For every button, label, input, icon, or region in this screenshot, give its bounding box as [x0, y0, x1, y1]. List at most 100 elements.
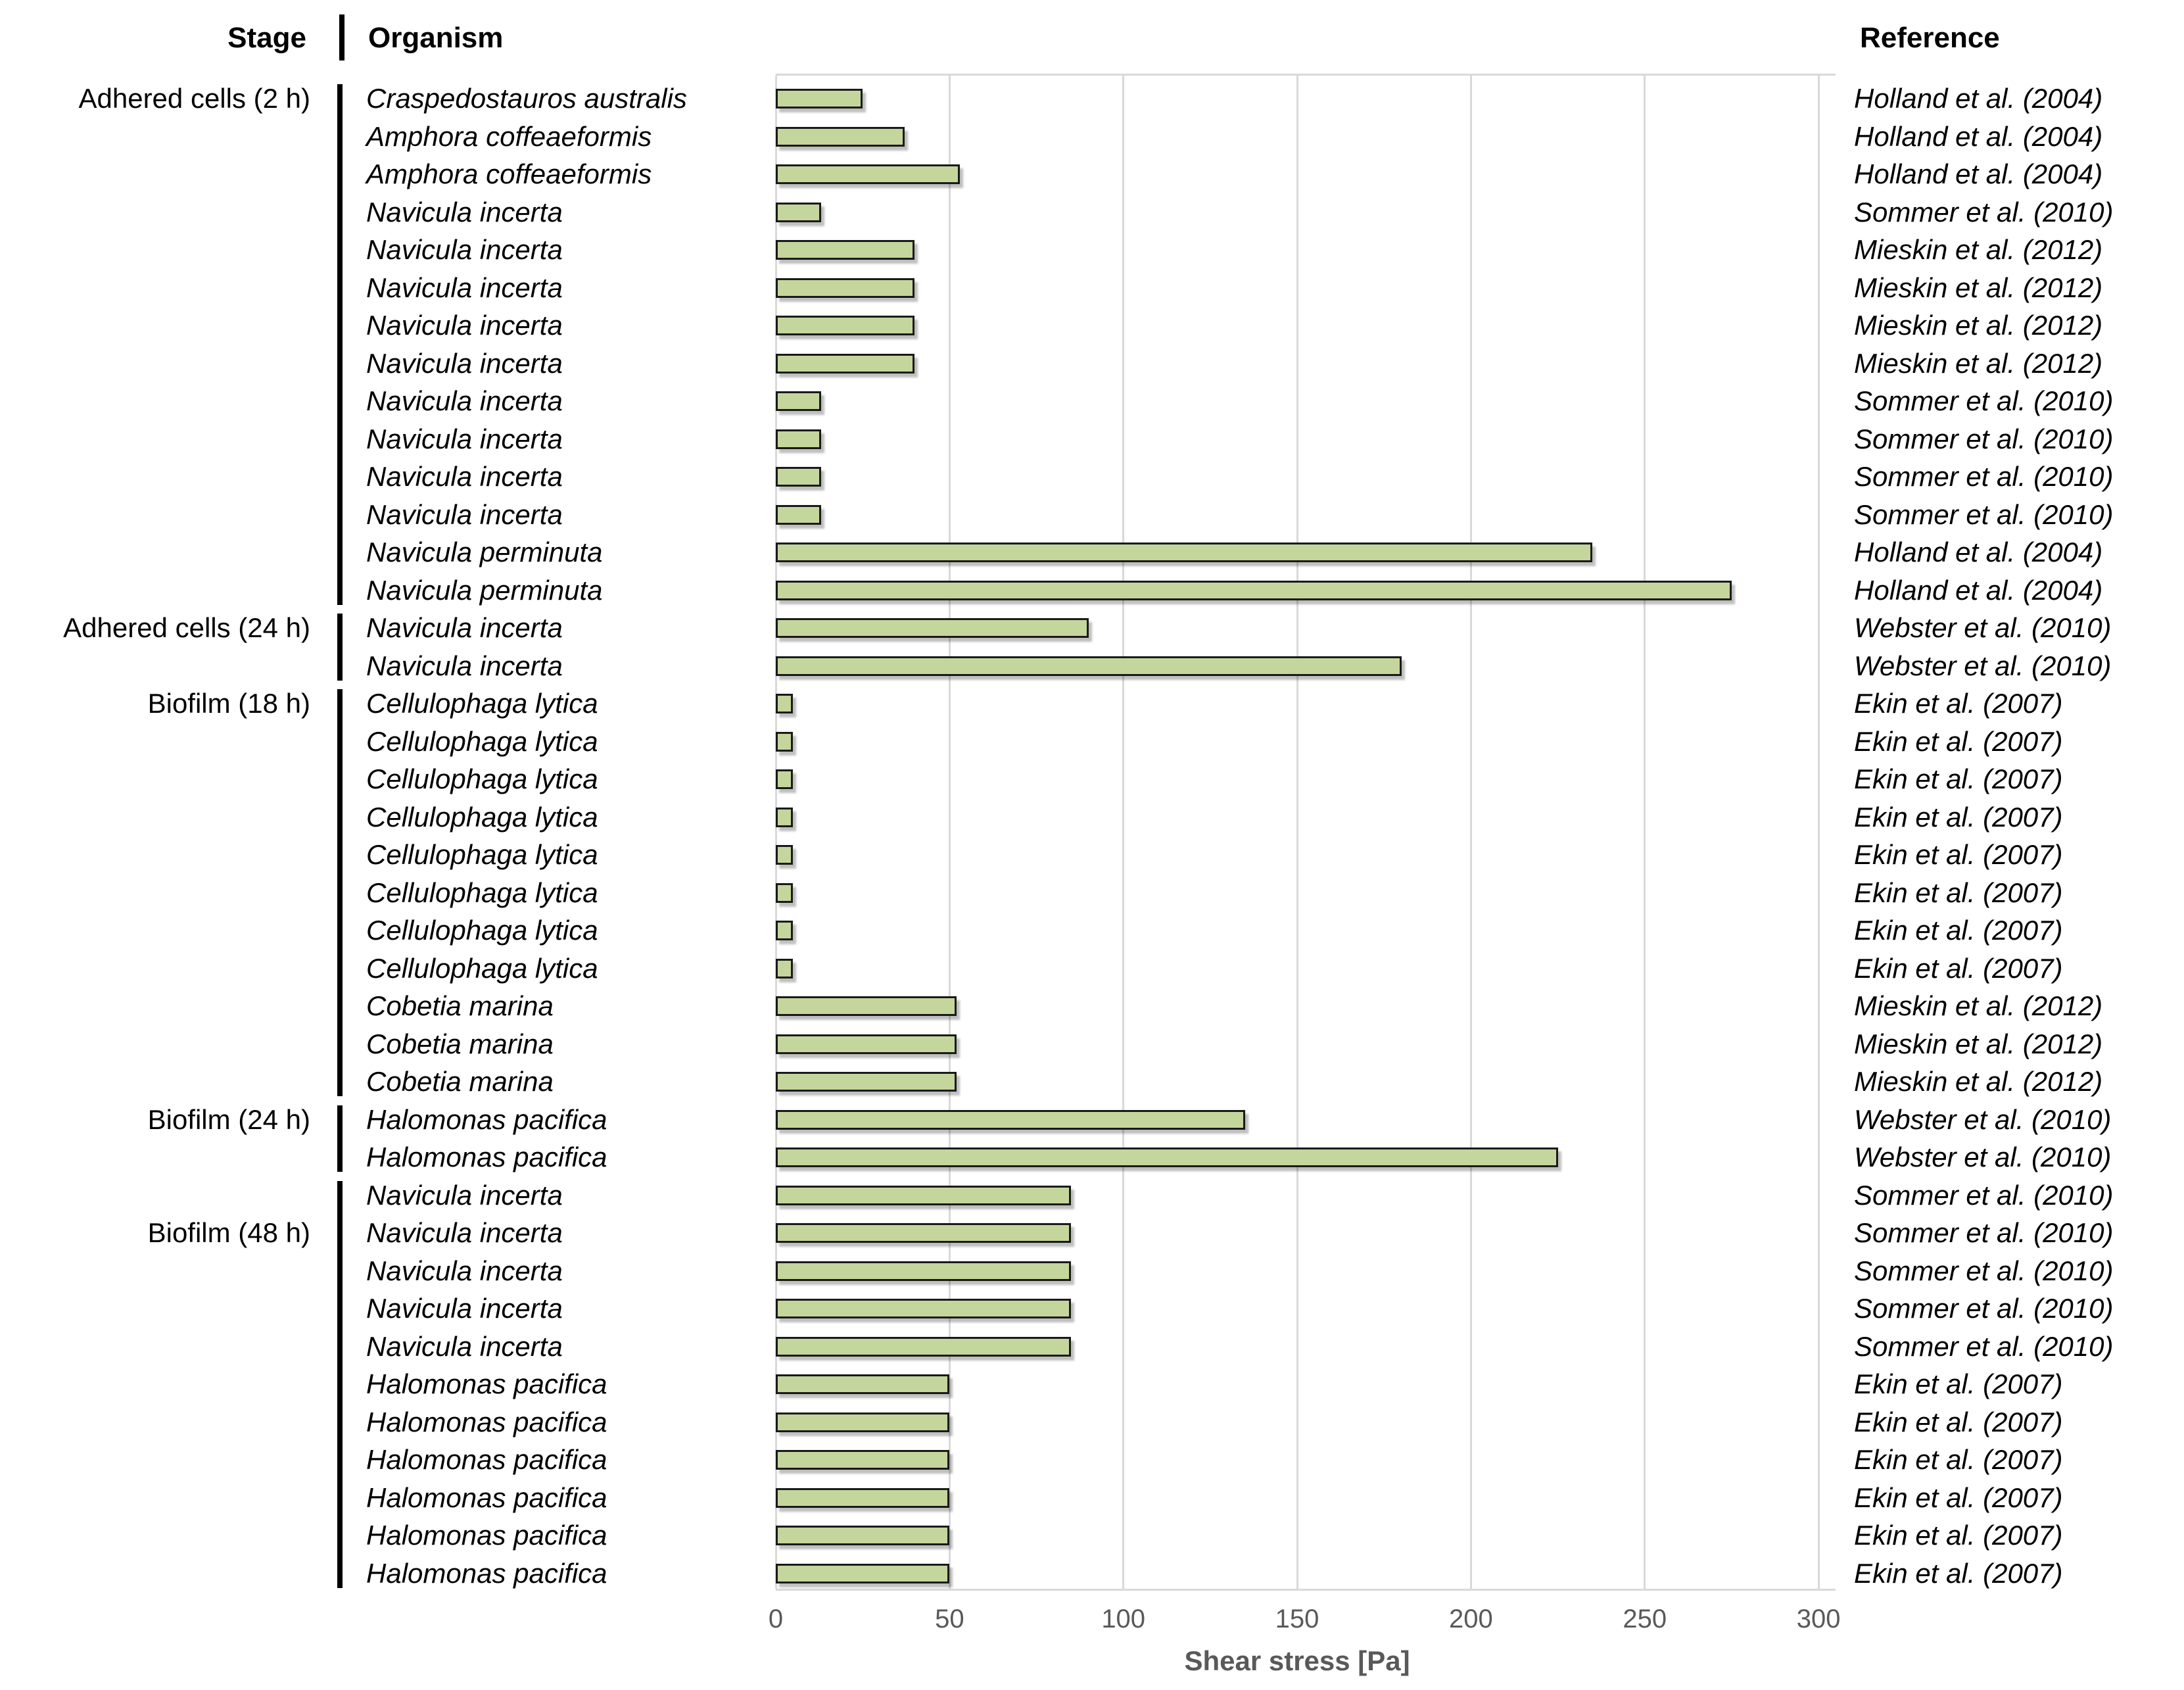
- stage-label: Adhered cells (24 h): [63, 612, 310, 643]
- bar: [776, 656, 1402, 676]
- reference-label: Mieskin et al. (2012): [1854, 347, 2103, 379]
- reference-label: Ekin et al. (2007): [1854, 688, 2063, 719]
- column-header-organism: Organism: [368, 22, 504, 54]
- organism-label: Navicula perminuta: [366, 537, 603, 567]
- reference-label: Ekin et al. (2007): [1854, 801, 2063, 833]
- reference-label: Ekin et al. (2007): [1854, 1557, 2063, 1589]
- organism-label: Navicula incerta: [366, 310, 563, 341]
- bar: [776, 1374, 950, 1394]
- organism-label: Halomonas pacifica: [366, 1368, 607, 1399]
- stage-bracket: [337, 1180, 343, 1588]
- reference-label: Sommer et al. (2010): [1854, 196, 2114, 228]
- organism-label: Halomonas pacifica: [366, 1444, 607, 1475]
- organism-label: Cellulophaga lytica: [366, 952, 598, 984]
- column-header-stage: Stage: [227, 22, 306, 54]
- reference-label: Ekin et al. (2007): [1854, 877, 2063, 908]
- reference-label: Ekin et al. (2007): [1854, 763, 2063, 794]
- organism-label: Navicula incerta: [366, 423, 563, 454]
- gridline: [1296, 76, 1298, 1589]
- x-tick-label: 200: [1449, 1605, 1493, 1633]
- organism-label: Cellulophaga lytica: [366, 725, 598, 757]
- reference-label: Webster et al. (2010): [1854, 612, 2112, 643]
- plot-area: [774, 74, 1836, 1591]
- reference-label: Sommer et al. (2010): [1854, 423, 2114, 454]
- bar: [776, 769, 794, 789]
- organism-label: Halomonas pacifica: [366, 1520, 607, 1551]
- gridline: [1122, 76, 1125, 1589]
- organism-label: Cobetia marina: [366, 990, 554, 1021]
- bar: [776, 1034, 957, 1054]
- x-tick-label: 0: [768, 1605, 784, 1633]
- gridline: [948, 76, 951, 1589]
- bar: [776, 278, 915, 298]
- stage-bracket: [337, 614, 343, 681]
- organism-label: Navicula incerta: [366, 272, 563, 303]
- organism-label: Navicula incerta: [366, 1179, 563, 1211]
- bar: [776, 1223, 1072, 1243]
- organism-label: Cellulophaga lytica: [366, 915, 598, 946]
- bar: [776, 1450, 950, 1470]
- organism-label: Navicula incerta: [366, 347, 563, 379]
- bar: [776, 467, 821, 487]
- bar: [776, 807, 794, 827]
- bar: [776, 1109, 1245, 1130]
- organism-label: Halomonas pacifica: [366, 1406, 607, 1437]
- x-axis-title: Shear stress [Pa]: [1184, 1645, 1410, 1676]
- reference-label: Sommer et al. (2010): [1854, 1330, 2114, 1362]
- reference-label: Holland et al. (2004): [1854, 158, 2103, 189]
- organism-label: Cobetia marina: [366, 1028, 554, 1059]
- organism-label: Cellulophaga lytica: [366, 877, 598, 908]
- x-tick-label: 250: [1623, 1605, 1667, 1633]
- organism-label: Halomonas pacifica: [366, 1557, 607, 1589]
- bar: [776, 996, 957, 1016]
- reference-label: Ekin et al. (2007): [1854, 952, 2063, 984]
- organism-label: Cobetia marina: [366, 1066, 554, 1097]
- stage-label: Biofilm (18 h): [147, 688, 310, 719]
- bar: [776, 1299, 1072, 1318]
- stage-label: Biofilm (48 h): [147, 1217, 310, 1248]
- bar: [776, 1487, 950, 1508]
- organism-label: Navicula incerta: [366, 385, 563, 416]
- organism-label: Halomonas pacifica: [366, 1482, 607, 1513]
- bar: [776, 316, 915, 335]
- bar: [776, 353, 915, 374]
- organism-label: Navicula incerta: [366, 1217, 563, 1248]
- reference-label: Mieskin et al. (2012): [1854, 272, 2103, 303]
- bar: [776, 89, 863, 109]
- bar: [776, 958, 794, 978]
- bar: [776, 1526, 950, 1545]
- bar: [776, 429, 821, 449]
- bar: [776, 1185, 1072, 1205]
- reference-label: Ekin et al. (2007): [1854, 839, 2063, 870]
- reference-label: Ekin et al. (2007): [1854, 1482, 2063, 1513]
- organism-label: Amphora coffeaeformis: [366, 120, 652, 152]
- x-tick-label: 150: [1275, 1605, 1319, 1633]
- column-header-reference: Reference: [1860, 22, 2000, 54]
- reference-label: Sommer et al. (2010): [1854, 1217, 2114, 1248]
- gridline: [1469, 76, 1472, 1589]
- reference-label: Holland et al. (2004): [1854, 83, 2103, 114]
- bar: [776, 504, 821, 525]
- organism-label: Craspedostauros australis: [366, 83, 687, 114]
- bar: [776, 921, 794, 940]
- bar: [776, 1412, 950, 1432]
- bar: [776, 580, 1732, 600]
- organism-label: Amphora coffeaeformis: [366, 158, 652, 189]
- bar: [776, 731, 794, 752]
- organism-label: Cellulophaga lytica: [366, 839, 598, 870]
- reference-label: Sommer et al. (2010): [1854, 498, 2114, 530]
- reference-label: Webster et al. (2010): [1854, 1103, 2112, 1135]
- organism-label: Halomonas pacifica: [366, 1103, 607, 1135]
- reference-label: Sommer et al. (2010): [1854, 1179, 2114, 1211]
- organism-label: Navicula incerta: [366, 498, 563, 530]
- bar: [776, 543, 1593, 562]
- reference-label: Ekin et al. (2007): [1854, 1406, 2063, 1437]
- organism-label: Cellulophaga lytica: [366, 763, 598, 794]
- reference-label: Ekin et al. (2007): [1854, 1444, 2063, 1475]
- reference-label: Mieskin et al. (2012): [1854, 310, 2103, 341]
- reference-label: Ekin et al. (2007): [1854, 915, 2063, 946]
- reference-label: Ekin et al. (2007): [1854, 1520, 2063, 1551]
- organism-label: Navicula incerta: [366, 1293, 563, 1324]
- bar: [776, 202, 821, 222]
- organism-label: Cellulophaga lytica: [366, 801, 598, 833]
